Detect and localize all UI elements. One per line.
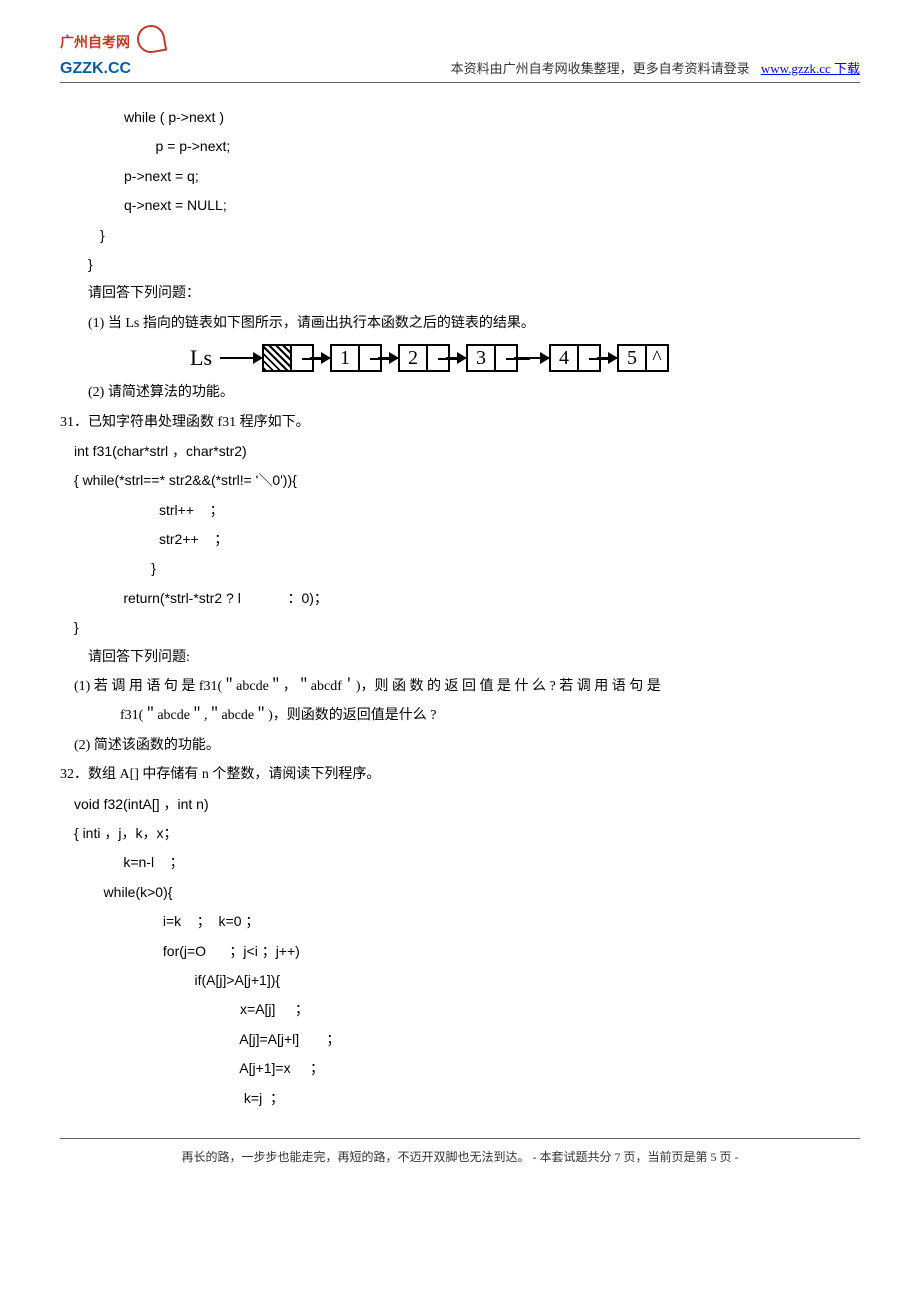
node-value: 1	[332, 346, 360, 370]
arrow-icon	[378, 357, 398, 359]
node-hatched	[264, 346, 292, 370]
arrow-icon	[446, 357, 466, 359]
code-line: p->next = q;	[60, 162, 860, 191]
node-null-pointer	[647, 346, 667, 370]
main-content: while ( p->next ) p = p->next; p->next =…	[60, 98, 860, 1118]
question-text: (1) 当 Ls 指向的链表如下图所示，请画出执行本函数之后的链表的结果。	[60, 309, 860, 338]
page-header: 广州自考网 GZZK.CC 本资料由广州自考网收集整理，更多自考资料请登录 ww…	[60, 30, 860, 83]
code-line: A[j+1]=x ；	[60, 1054, 860, 1083]
code-line: strl++ ；	[60, 496, 860, 525]
logo: 广州自考网 GZZK.CC	[60, 30, 160, 80]
code-line: k=j ；	[60, 1084, 860, 1113]
diagram-label: Ls	[190, 338, 212, 378]
code-line: }	[60, 250, 860, 279]
node-pointer	[579, 346, 599, 370]
code-line: str2++ ；	[60, 525, 860, 554]
code-line: { while(*strl==* str2&&(*strl!= '＼0')){	[60, 466, 860, 495]
node-value: 3	[468, 346, 496, 370]
page-footer: 再长的路，一步步也能走完，再短的路，不迈开双脚也无法到达。 - 本套试题共分 7…	[60, 1138, 860, 1169]
node-pointer	[292, 346, 312, 370]
question-text: f31(＂abcde＂,＂abcde＂)，则函数的返回值是什么 ?	[60, 701, 860, 730]
footer-text: 再长的路，一步步也能走完，再短的路，不迈开双脚也无法到达。 - 本套试题共分 7…	[182, 1150, 739, 1164]
code-line: while(k>0){	[60, 878, 860, 907]
question-text-line: (1) 若 调 用 语 句 是 f31(＂abcde＂，＂abcdf＇)，则 函…	[74, 679, 661, 694]
node-value: 5	[619, 346, 647, 370]
node-pointer	[496, 346, 516, 370]
logo-text-en: GZZK.CC	[60, 55, 160, 84]
list-node: 4	[549, 344, 601, 372]
list-node: 2	[398, 344, 450, 372]
code-line: { inti ，j，k，x；	[60, 819, 860, 848]
header-link[interactable]: www.gzzk.cc 下载	[761, 61, 860, 76]
question-text: (2) 请简述算法的功能。	[60, 378, 860, 407]
node-value: 4	[551, 346, 579, 370]
question-title: 31．已知字符串处理函数 f31 程序如下。	[60, 408, 860, 437]
list-node-last: 5	[617, 344, 669, 372]
code-line: }	[60, 221, 860, 250]
code-line: }	[60, 613, 860, 642]
arrow-icon	[220, 357, 262, 359]
question-text: (1) 若 调 用 语 句 是 f31(＂abcde＂，＂abcdf＇)，则 函…	[60, 672, 860, 701]
question-title: 32．数组 A[] 中存储有 n 个整数，请阅读下列程序。	[60, 760, 860, 789]
node-value: 2	[400, 346, 428, 370]
code-line: return(*strl-*str2 ? l ：0)；	[60, 584, 860, 613]
code-line: i=k ； k=0 ；	[60, 907, 860, 936]
list-node: 3	[466, 344, 518, 372]
header-source-text: 本资料由广州自考网收集整理，更多自考资料请登录	[451, 61, 750, 76]
linked-list-diagram: Ls 1 2 3 4 5	[60, 338, 860, 378]
question-text: (2) 简述该函数的功能。	[60, 731, 860, 760]
code-line: while ( p->next )	[60, 103, 860, 132]
header-right: 本资料由广州自考网收集整理，更多自考资料请登录 www.gzzk.cc 下载	[451, 57, 860, 80]
code-line: q->next = NULL;	[60, 191, 860, 220]
code-line: if(A[j]>A[j+1]){	[60, 966, 860, 995]
list-node: 1	[330, 344, 382, 372]
code-line: p = p->next;	[60, 132, 860, 161]
arrow-icon	[514, 357, 549, 359]
arrow-icon	[597, 357, 617, 359]
node-pointer	[428, 346, 448, 370]
code-line: A[j]=A[j+l] ；	[60, 1025, 860, 1054]
node-pointer	[360, 346, 380, 370]
code-line: k=n-l ；	[60, 848, 860, 877]
code-line: void f32(intA[] ，int n)	[60, 790, 860, 819]
arrow-icon	[310, 357, 330, 359]
prompt-text: 请回答下列问题:	[60, 643, 860, 672]
code-line: x=A[j] ；	[60, 995, 860, 1024]
prompt-text: 请回答下列问题：	[60, 279, 860, 308]
code-line: }	[60, 554, 860, 583]
list-node-head	[262, 344, 314, 372]
code-line: int f31(char*strl ，char*str2)	[60, 437, 860, 466]
code-line: for(j=O ；j<i ；j++)	[60, 937, 860, 966]
